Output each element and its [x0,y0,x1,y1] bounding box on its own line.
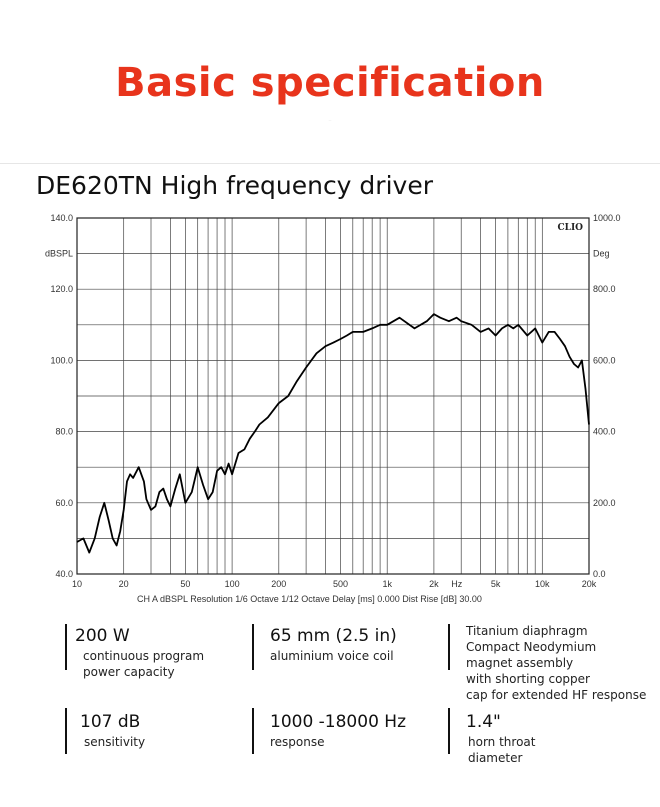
x-axis-tick-label: 200 [271,579,286,589]
product-title: DE620TN High frequency driver [36,171,433,200]
right-axis-tick-label: 800.0 [593,284,616,294]
x-axis-tick-label: 10 [72,579,82,589]
spec-divider [65,624,67,670]
right-axis-tick-label: 600.0 [593,355,616,365]
spec-power: 200 W continuous program power capacity [75,626,204,680]
spec-divider [252,624,254,670]
spec-desc: sensitivity [84,735,146,749]
right-axis-tick-label: 1000.0 [593,213,621,223]
spec-value: 200 W [75,626,130,646]
spec-divider [448,624,450,670]
spec-desc: horn throat diameter [468,735,536,765]
left-axis-label: dBSPL [45,249,73,259]
right-axis-tick-label: 0.0 [593,569,606,579]
x-axis-tick-label: 20 [119,579,129,589]
spec-desc: Titanium diaphragm Compact Neodymium mag… [466,624,647,702]
x-axis-tick-label: 2k [429,579,439,589]
spec-response: 1000 -18000 Hz response [270,712,406,750]
x-axis-tick-label: 5k [491,579,501,589]
spec-desc: aluminium voice coil [270,649,394,663]
left-axis-tick-label: 40.0 [55,569,73,579]
spec-diaphragm: Titanium diaphragm Compact Neodymium mag… [466,623,646,703]
divider [0,163,660,164]
left-axis-tick-label: 100.0 [50,355,73,365]
right-axis-tick-label: 200.0 [593,498,616,508]
left-axis-tick-label: 140.0 [50,213,73,223]
spec-divider [65,708,67,754]
spec-divider [448,708,450,754]
spec-desc: continuous program power capacity [83,649,205,679]
chart-footer: CH A dBSPL Resolution 1/6 Octave 1/12 Oc… [137,594,482,604]
x-axis-label: Hz [451,579,462,589]
x-axis-tick-label: 100 [225,579,240,589]
spec-divider [252,708,254,754]
page-title: Basic specification [115,60,545,106]
x-axis-tick-label: 50 [180,579,190,589]
plot-frame [76,217,590,575]
spec-value: 1000 -18000 Hz [270,712,406,732]
spec-voice-coil: 65 mm (2.5 in) aluminium voice coil [270,626,397,664]
fine-print: … [328,118,332,122]
x-axis-tick-label: 20k [582,579,597,589]
brand-label: CLIO [557,223,583,233]
x-axis-tick-label: 1k [382,579,392,589]
spec-sensitivity: 107 dB sensitivity [80,712,145,750]
spec-value: 65 mm (2.5 in) [270,626,397,646]
x-axis-tick-label: 10k [535,579,550,589]
spec-desc: response [270,735,325,749]
spec-value: 1.4" [466,712,501,732]
right-axis-label: Deg [593,249,610,259]
left-axis-tick-label: 80.0 [55,427,73,437]
left-axis-tick-label: 60.0 [55,498,73,508]
response-curve [76,313,590,554]
frequency-response-chart: 40.0 60.0 80.0 100.0 120.0 140.0 0.0 200.0 400.0… [45,213,621,604]
x-axis-tick-label: 500 [333,579,348,589]
left-axis-tick-label: 120.0 [50,284,73,294]
spec-throat: 1.4" horn throat diameter [466,712,535,766]
right-axis-tick-label: 400.0 [593,427,616,437]
spec-value: 107 dB [80,712,141,732]
